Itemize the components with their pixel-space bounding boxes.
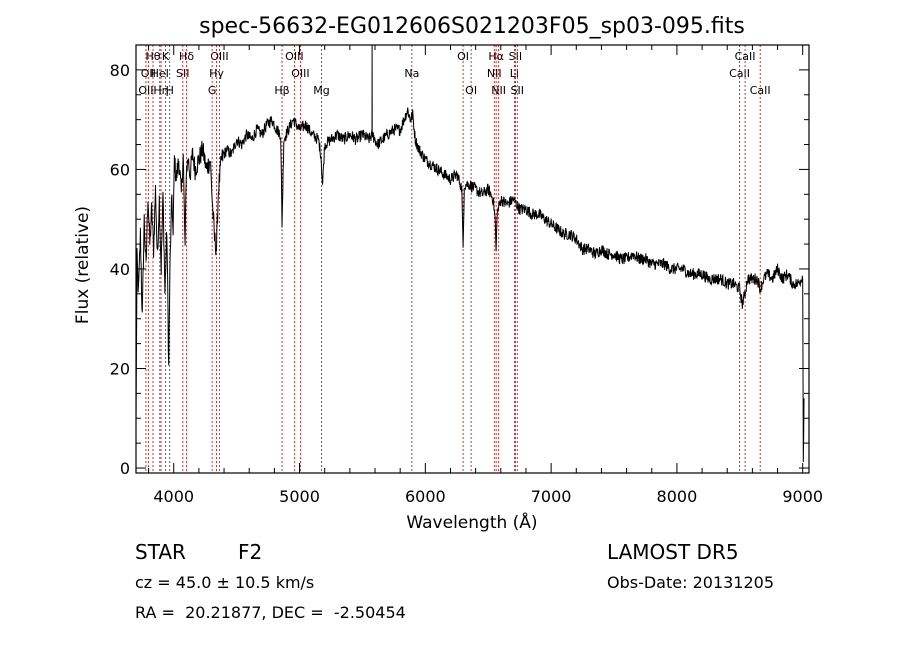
- plot-frame: [135, 44, 810, 474]
- y-axis-label: Flux (relative): [73, 206, 93, 324]
- line-label-4: Hη: [153, 84, 168, 97]
- y-tick-label-1: 20: [110, 359, 130, 378]
- line-label-15: Mg: [313, 84, 329, 97]
- x-axis-label: Wavelength (Å): [406, 511, 537, 533]
- y-tick-label-2: 40: [110, 260, 130, 279]
- x-tick-label-2: 6000: [405, 487, 446, 506]
- line-label-24: SII: [511, 84, 524, 97]
- line-label-27: CaII: [750, 84, 771, 97]
- line-label-13: OIII: [285, 50, 303, 63]
- spectrum-line: [135, 44, 805, 463]
- line-label-5: K: [162, 50, 170, 63]
- line-label-22: SII: [509, 50, 522, 63]
- y-axis: 0 20 40 60 80: [110, 61, 809, 478]
- y-tick-label-0: 0: [120, 459, 130, 478]
- line-label-18: OI: [465, 84, 477, 97]
- y-tick-label-4: 80: [110, 61, 130, 80]
- line-label-16: Na: [404, 67, 419, 80]
- line-label-2: OII: [138, 84, 153, 97]
- x-tick-label-1: 5000: [279, 487, 320, 506]
- line-label-6: H: [166, 84, 174, 97]
- line-label-0: Hθ: [145, 50, 160, 63]
- line-label-23: Li: [510, 67, 519, 80]
- obs-date: Obs-Date: 20131205: [607, 573, 775, 592]
- line-label-25: CaII: [729, 67, 750, 80]
- chart-title: spec-56632-EG012606S021203F05_sp03-095.f…: [199, 14, 745, 39]
- line-label-21: NII: [491, 84, 506, 97]
- line-label-11: G: [208, 84, 217, 97]
- line-label-14: OIII: [291, 67, 309, 80]
- line-label-8: SII: [176, 67, 189, 80]
- y-tick-label-3: 60: [110, 160, 130, 179]
- x-tick-label-5: 9000: [782, 487, 823, 506]
- line-label-17: OI: [457, 50, 469, 63]
- line-label-10: Hγ: [209, 67, 224, 80]
- spectrum-path: [135, 44, 805, 463]
- line-label-9: OIII: [210, 50, 228, 63]
- x-tick-label-3: 7000: [531, 487, 572, 506]
- survey-name: LAMOST DR5: [607, 540, 739, 564]
- line-label-7: Hδ: [179, 50, 194, 63]
- x-axis: 4000 5000 6000 7000 8000 9000: [148, 45, 823, 506]
- x-tick-label-4: 8000: [657, 487, 698, 506]
- line-label-19: Hα: [488, 50, 504, 63]
- line-label-3: HeI: [151, 67, 169, 80]
- line-label-26: CaII: [735, 50, 756, 63]
- line-label-12: Hβ: [274, 84, 289, 97]
- redshift-readout: cz = 45.0 ± 10.5 km/s: [135, 573, 315, 592]
- subclass: F2: [238, 540, 263, 564]
- x-tick-label-0: 4000: [153, 487, 194, 506]
- coordinates: RA = 20.21877, DEC = -2.50454: [135, 603, 406, 622]
- object-class: STAR: [135, 540, 186, 564]
- line-label-20: NII: [487, 67, 502, 80]
